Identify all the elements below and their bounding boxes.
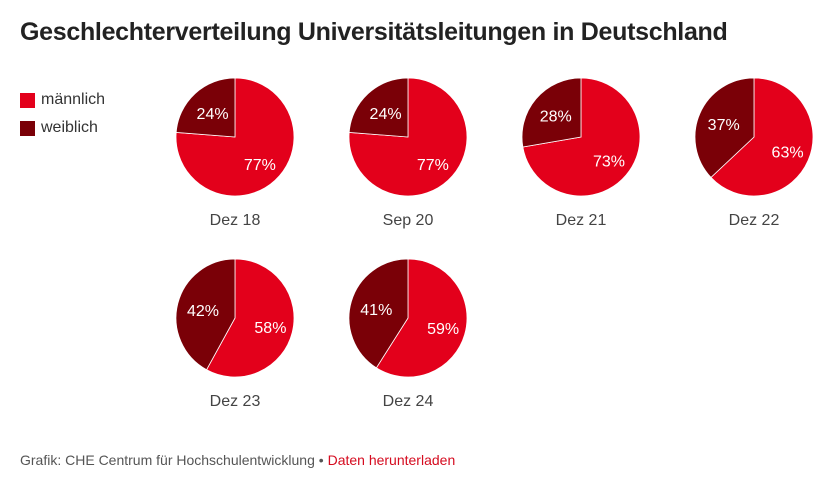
legend-label-weiblich: weiblich: [41, 119, 98, 136]
pie-4-label-weiblich: 37%: [708, 117, 740, 134]
pie-chart-2: 77% 24% Sep 20: [328, 77, 488, 242]
pie-6-slice-maennlich: [375, 258, 468, 378]
pie-4-label-maennlich: 63%: [772, 145, 804, 162]
pie-svg-6: 59% 41%: [348, 258, 468, 378]
pie-3-label-weiblich: 28%: [540, 109, 572, 126]
chart-title: Geschlechterverteilung Universitätsleitu…: [20, 18, 728, 46]
pie-5-label-maennlich: 58%: [254, 320, 286, 337]
pie-caption-5: Dez 23: [209, 393, 261, 410]
legend-label-maennlich: männlich: [41, 91, 106, 108]
pie-caption-4: Dez 22: [728, 212, 780, 229]
pie-chart-4: 63% 37% Dez 22: [674, 77, 828, 242]
footer: Grafik: CHE Centrum für Hochschulentwick…: [20, 452, 455, 468]
pie-caption-6: Dez 24: [382, 393, 434, 410]
pie-caption-3: Dez 21: [555, 212, 607, 229]
pie-5-slice-weiblich: [175, 258, 236, 371]
pie-1-label-maennlich: 77%: [244, 157, 276, 174]
pie-chart-3: 73% 28% Dez 21: [501, 77, 661, 242]
pie-2-label-weiblich: 24%: [370, 106, 402, 123]
pie-svg-1: 77% 24%: [175, 77, 295, 197]
pie-caption-1: Dez 18: [209, 212, 261, 229]
pie-4-slice-maennlich: [710, 77, 814, 197]
pie-2-label-maennlich: 77%: [417, 157, 449, 174]
pie-svg-3: 73% 28%: [521, 77, 641, 197]
footer-separator: •: [314, 452, 328, 468]
pie-svg-2: 77% 24%: [348, 77, 468, 197]
pie-3-label-maennlich: 73%: [593, 154, 625, 171]
pie-chart-6: 59% 41% Dez 24: [328, 258, 488, 423]
legend-item-weiblich: weiblich: [20, 114, 105, 142]
legend: männlich weiblich: [20, 86, 105, 142]
pie-5-label-weiblich: 42%: [187, 303, 219, 320]
pie-chart-5: 58% 42% Dez 23: [155, 258, 315, 423]
pie-2-slice-weiblich: [348, 77, 409, 138]
pie-svg-4: 63% 37%: [694, 77, 814, 197]
pie-chart-1: 77% 24% Dez 18: [155, 77, 315, 242]
download-data-link[interactable]: Daten herunterladen: [327, 452, 456, 468]
pie-5-slice-maennlich: [206, 258, 295, 378]
pie-1-slice-weiblich: [175, 77, 236, 138]
pie-6-label-maennlich: 59%: [427, 321, 459, 338]
pie-1-label-weiblich: 24%: [197, 106, 229, 123]
pie-3-slice-weiblich: [521, 77, 582, 148]
legend-item-maennlich: männlich: [20, 86, 105, 114]
pie-6-label-weiblich: 41%: [360, 302, 392, 319]
legend-swatch-maennlich: [20, 92, 35, 108]
footer-source: Grafik: CHE Centrum für Hochschulentwick…: [20, 452, 315, 468]
pie-6-slice-weiblich: [348, 258, 409, 369]
pie-svg-5: 58% 42%: [175, 258, 295, 378]
pie-4-slice-weiblich: [694, 77, 755, 178]
legend-swatch-weiblich: [20, 120, 35, 136]
pie-caption-2: Sep 20: [382, 212, 434, 229]
